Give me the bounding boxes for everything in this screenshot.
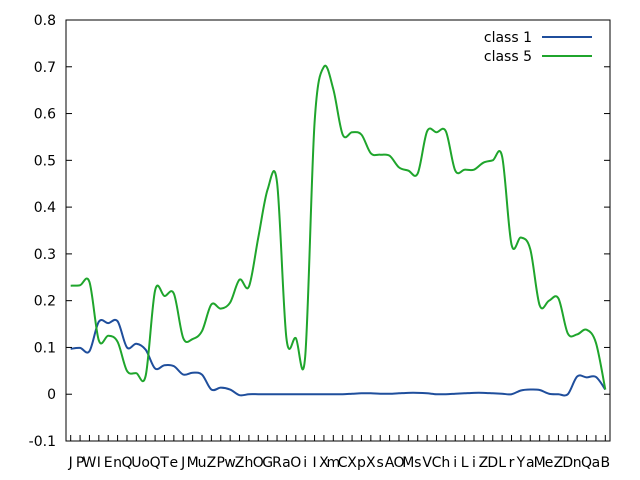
y-tick-label: -0.1 [29, 434, 56, 450]
x-tick-label: L [498, 455, 506, 471]
x-tick-label: B [601, 455, 611, 471]
x-tick-label: C [432, 455, 442, 471]
x-tick-label: i [303, 455, 307, 471]
x-tick-label: p [357, 455, 366, 471]
x-tick-label: J [68, 455, 73, 471]
x-tick-label: X [366, 455, 376, 471]
series-line-class-5 [70, 64, 607, 390]
x-tick-label: i [453, 455, 457, 471]
x-tick-label: a [526, 455, 535, 471]
x-tick-label: V [422, 455, 432, 471]
y-tick-labels: -0.1 0 0.1 0.2 0.3 0.4 0.5 0.6 0.7 0.8 [29, 13, 56, 450]
y-tick-label: 0.1 [34, 340, 56, 356]
x-tick-label: A [385, 455, 395, 471]
legend: class 1 class 5 [484, 30, 592, 65]
x-tick-label: o [141, 455, 150, 471]
x-tick-label: P [76, 455, 84, 471]
x-tick-label: I [312, 455, 316, 471]
x-tick-label: h [441, 455, 450, 471]
y-tick-label: 0.3 [34, 247, 56, 263]
x-tick-label: Q [150, 455, 161, 471]
legend-label-class-5: class 5 [484, 49, 532, 65]
y-tick-label: 0.6 [34, 107, 56, 123]
x-tick-label: O [393, 455, 404, 471]
x-tick-label: u [198, 455, 207, 471]
x-tick-label: s [377, 455, 384, 471]
x-tick-label: M [187, 455, 199, 471]
x-tick-label: n [113, 455, 122, 471]
x-tick-label: G [262, 455, 273, 471]
series-line-class-1 [70, 318, 607, 397]
x-tick-label: J [180, 455, 185, 471]
y-tick-label: 0.5 [34, 153, 56, 169]
x-tick-label: D [487, 455, 498, 471]
x-tick-label: e [545, 455, 554, 471]
x-tick-label: I [97, 455, 101, 471]
plot-frame [65, 19, 611, 442]
x-tick-label: a [592, 455, 601, 471]
x-tick-label: X [347, 455, 357, 471]
x-tick-label: M [534, 455, 546, 471]
x-tick-label: M [402, 455, 414, 471]
plot-series [70, 64, 607, 397]
x-tick-label: U [131, 455, 141, 471]
x-tick-label: P [217, 455, 225, 471]
x-tick-label: Z [207, 455, 217, 471]
x-tick-label: n [573, 455, 582, 471]
x-tick-label: O [253, 455, 264, 471]
x-tick-label: X [319, 455, 329, 471]
x-tick-label: O [290, 455, 301, 471]
x-tick-label: Z [554, 455, 564, 471]
x-tick-label: E [104, 455, 113, 471]
x-tick-label: D [562, 455, 573, 471]
x-tick-label: r [509, 455, 515, 471]
x-tick-label: Z [479, 455, 489, 471]
x-tick-label: w [224, 455, 235, 471]
y-tick-label: 0.2 [34, 294, 56, 310]
x-tick-label: e [170, 455, 179, 471]
x-tick-label: a [282, 455, 291, 471]
y-tick-label: 0 [47, 387, 56, 403]
x-tick-label: C [338, 455, 348, 471]
axes [65, 19, 611, 442]
x-tick-label: Q [121, 455, 132, 471]
y-tick-label: 0.8 [34, 13, 56, 29]
x-tick-label: h [244, 455, 253, 471]
y-tick-label: 0.4 [34, 200, 56, 216]
x-tick-label: m [326, 455, 340, 471]
y-tick-label: 0.7 [34, 60, 56, 76]
x-tick-label: Z [235, 455, 245, 471]
x-tick-label: s [414, 455, 421, 471]
x-tick-label: L [461, 455, 469, 471]
x-tick-label: Q [581, 455, 592, 471]
x-tick-label: W [83, 455, 97, 471]
x-tick-label: Y [516, 455, 526, 471]
legend-label-class-1: class 1 [484, 30, 532, 46]
x-tick-label: R [272, 455, 282, 471]
x-tick-label: T [159, 455, 169, 471]
x-tick-label: i [472, 455, 476, 471]
